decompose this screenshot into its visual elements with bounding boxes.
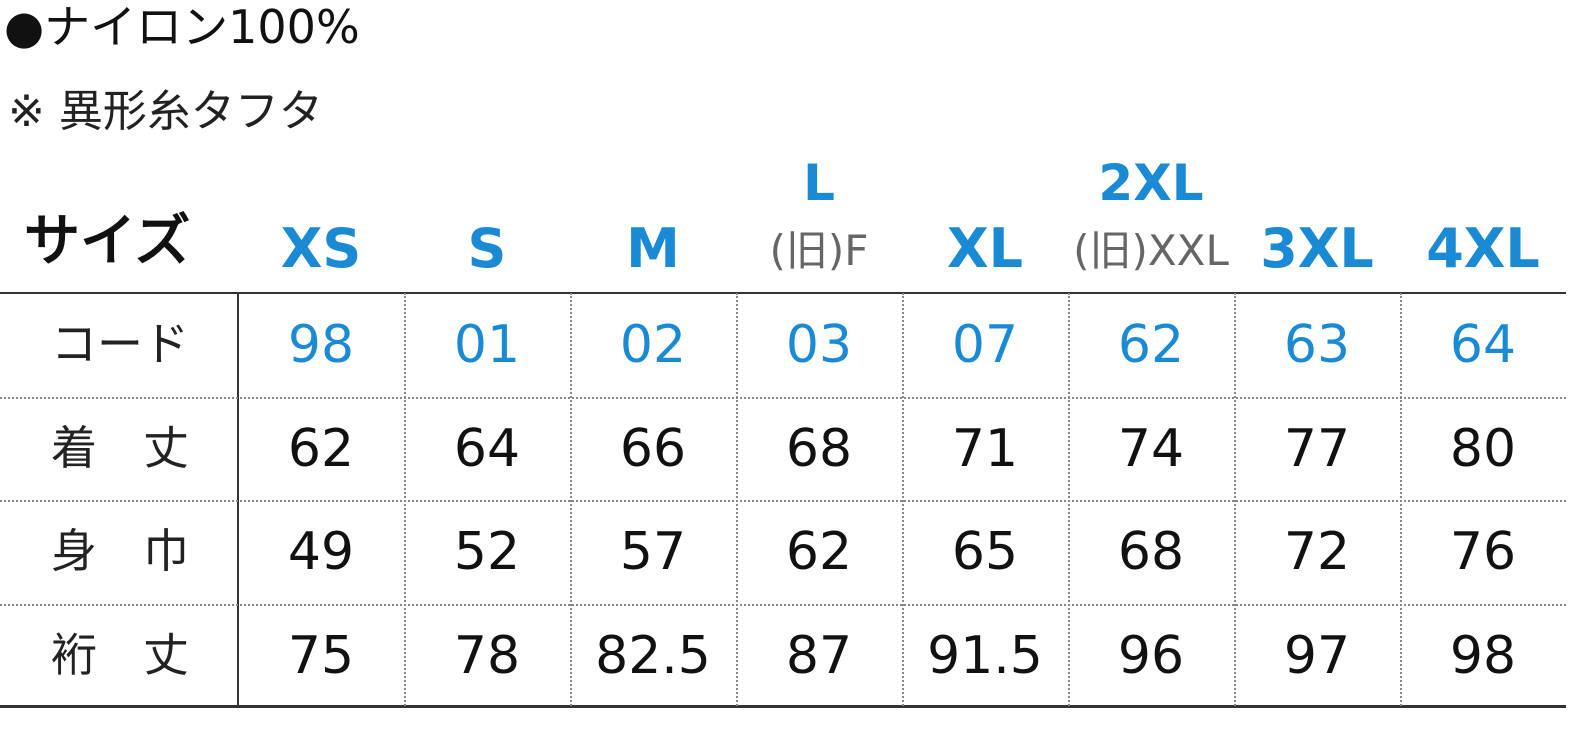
cell: 72 (1283, 522, 1351, 582)
size-label: XS (280, 217, 362, 280)
row-label: コード (51, 317, 189, 371)
cell: 64 (1449, 315, 1517, 375)
cell: 02 (619, 315, 687, 375)
column-divider (1068, 293, 1070, 706)
row-label: 裄 丈 (51, 627, 189, 682)
column-divider (902, 293, 904, 706)
cell: 74 (1117, 418, 1185, 479)
note: ※ 異形糸タフタ (8, 86, 323, 137)
cell: 66 (619, 418, 687, 479)
cell: 98 (287, 315, 355, 375)
cell: 49 (287, 522, 355, 582)
row-divider (0, 396, 1566, 399)
cell: 97 (1283, 625, 1351, 686)
bottom-rule (0, 705, 1566, 708)
label-divider (237, 293, 239, 706)
header-rule (0, 292, 1566, 294)
cell: 78 (453, 625, 521, 686)
column-divider (1234, 293, 1236, 706)
cell: 52 (453, 522, 521, 582)
row-divider (0, 500, 1566, 502)
cell: 75 (287, 625, 355, 686)
old-size-label: (旧)XXL (1073, 226, 1229, 275)
column-divider (736, 293, 738, 706)
column-divider (404, 293, 406, 706)
cell: 76 (1449, 522, 1517, 582)
material: ●ナイロン100% (4, 0, 360, 54)
size-label: M (626, 217, 680, 280)
size-label: S (467, 217, 507, 280)
cell: 87 (785, 625, 853, 686)
column-divider (1400, 293, 1402, 706)
cell: 62 (785, 522, 853, 582)
cell: 82.5 (595, 625, 711, 686)
row-label: 身 巾 (51, 524, 189, 578)
row-divider (0, 603, 1566, 606)
cell: 07 (951, 315, 1019, 375)
column-divider (570, 293, 572, 706)
cell: 62 (1117, 315, 1185, 375)
cell: 80 (1449, 418, 1517, 479)
cell: 57 (619, 522, 687, 582)
size-label: 2XL (1098, 154, 1204, 212)
size-label: L (803, 154, 835, 212)
old-size-label: (旧)F (769, 226, 869, 275)
size-label: XL (946, 217, 1024, 280)
cell: 65 (951, 522, 1019, 582)
size-label: 4XL (1426, 217, 1540, 280)
cell: 03 (785, 315, 853, 375)
cell: 71 (951, 418, 1019, 479)
cell: 62 (287, 418, 355, 479)
cell: 68 (785, 418, 853, 479)
size-header: サイズ (24, 209, 191, 274)
cell: 96 (1117, 625, 1185, 686)
cell: 91.5 (927, 625, 1043, 686)
cell: 01 (453, 315, 521, 375)
cell: 64 (453, 418, 521, 479)
cell: 68 (1117, 522, 1185, 582)
row-label: 着 丈 (51, 420, 189, 475)
cell: 77 (1283, 418, 1351, 479)
cell: 63 (1283, 315, 1351, 375)
size-label: 3XL (1260, 217, 1374, 280)
cell: 98 (1449, 625, 1517, 686)
